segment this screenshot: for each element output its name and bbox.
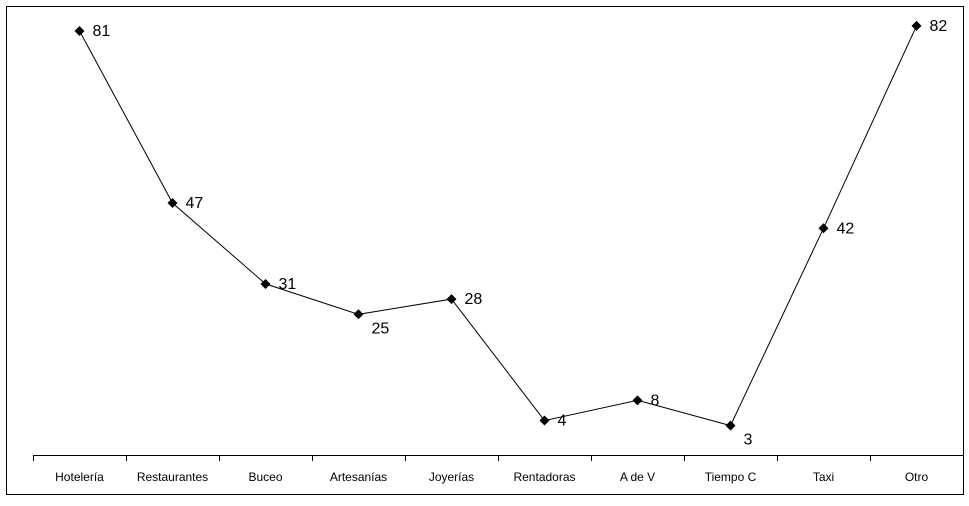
data-label: 81 (93, 23, 111, 40)
data-label: 82 (930, 18, 948, 35)
data-label: 25 (372, 320, 390, 337)
x-tick-label: A de V (620, 470, 655, 484)
data-label: 3 (744, 432, 753, 449)
x-tick-label: Restaurantes (137, 470, 208, 484)
data-point-marker (446, 294, 457, 305)
data-label: 31 (279, 276, 297, 293)
x-tick-label: Rentadoras (513, 470, 575, 484)
x-tick-label: Buceo (248, 470, 282, 484)
x-axis (33, 455, 964, 461)
x-tick-label: Tiempo C (705, 470, 757, 484)
data-point-marker (353, 309, 364, 320)
series-line (74, 20, 922, 431)
data-label: 8 (651, 392, 660, 409)
x-tick-label: Otro (905, 470, 929, 484)
data-point-marker (911, 20, 922, 31)
x-tick-labels: Hotelería Restaurantes Buceo Artesanías Joye… (55, 470, 928, 484)
data-label: 47 (186, 195, 204, 212)
x-tick-label: Hotelería (55, 470, 104, 484)
data-point-marker (818, 223, 829, 234)
data-label: 28 (465, 291, 483, 308)
data-point-marker (539, 415, 550, 426)
data-labels: 81 47 31 25 28 4 8 3 42 82 (93, 18, 948, 449)
data-point-marker (167, 197, 178, 208)
data-point-marker (632, 395, 643, 406)
data-point-marker (74, 25, 85, 36)
data-point-marker (260, 278, 271, 289)
chart-border (6, 6, 964, 495)
series-line-path (79, 25, 917, 427)
x-tick-label: Taxi (813, 470, 834, 484)
x-tick-label: Joyerías (429, 470, 474, 484)
data-label: 42 (837, 220, 855, 237)
x-tick-label: Artesanías (330, 470, 387, 484)
data-label: 4 (558, 413, 567, 430)
data-point-marker (725, 420, 736, 431)
